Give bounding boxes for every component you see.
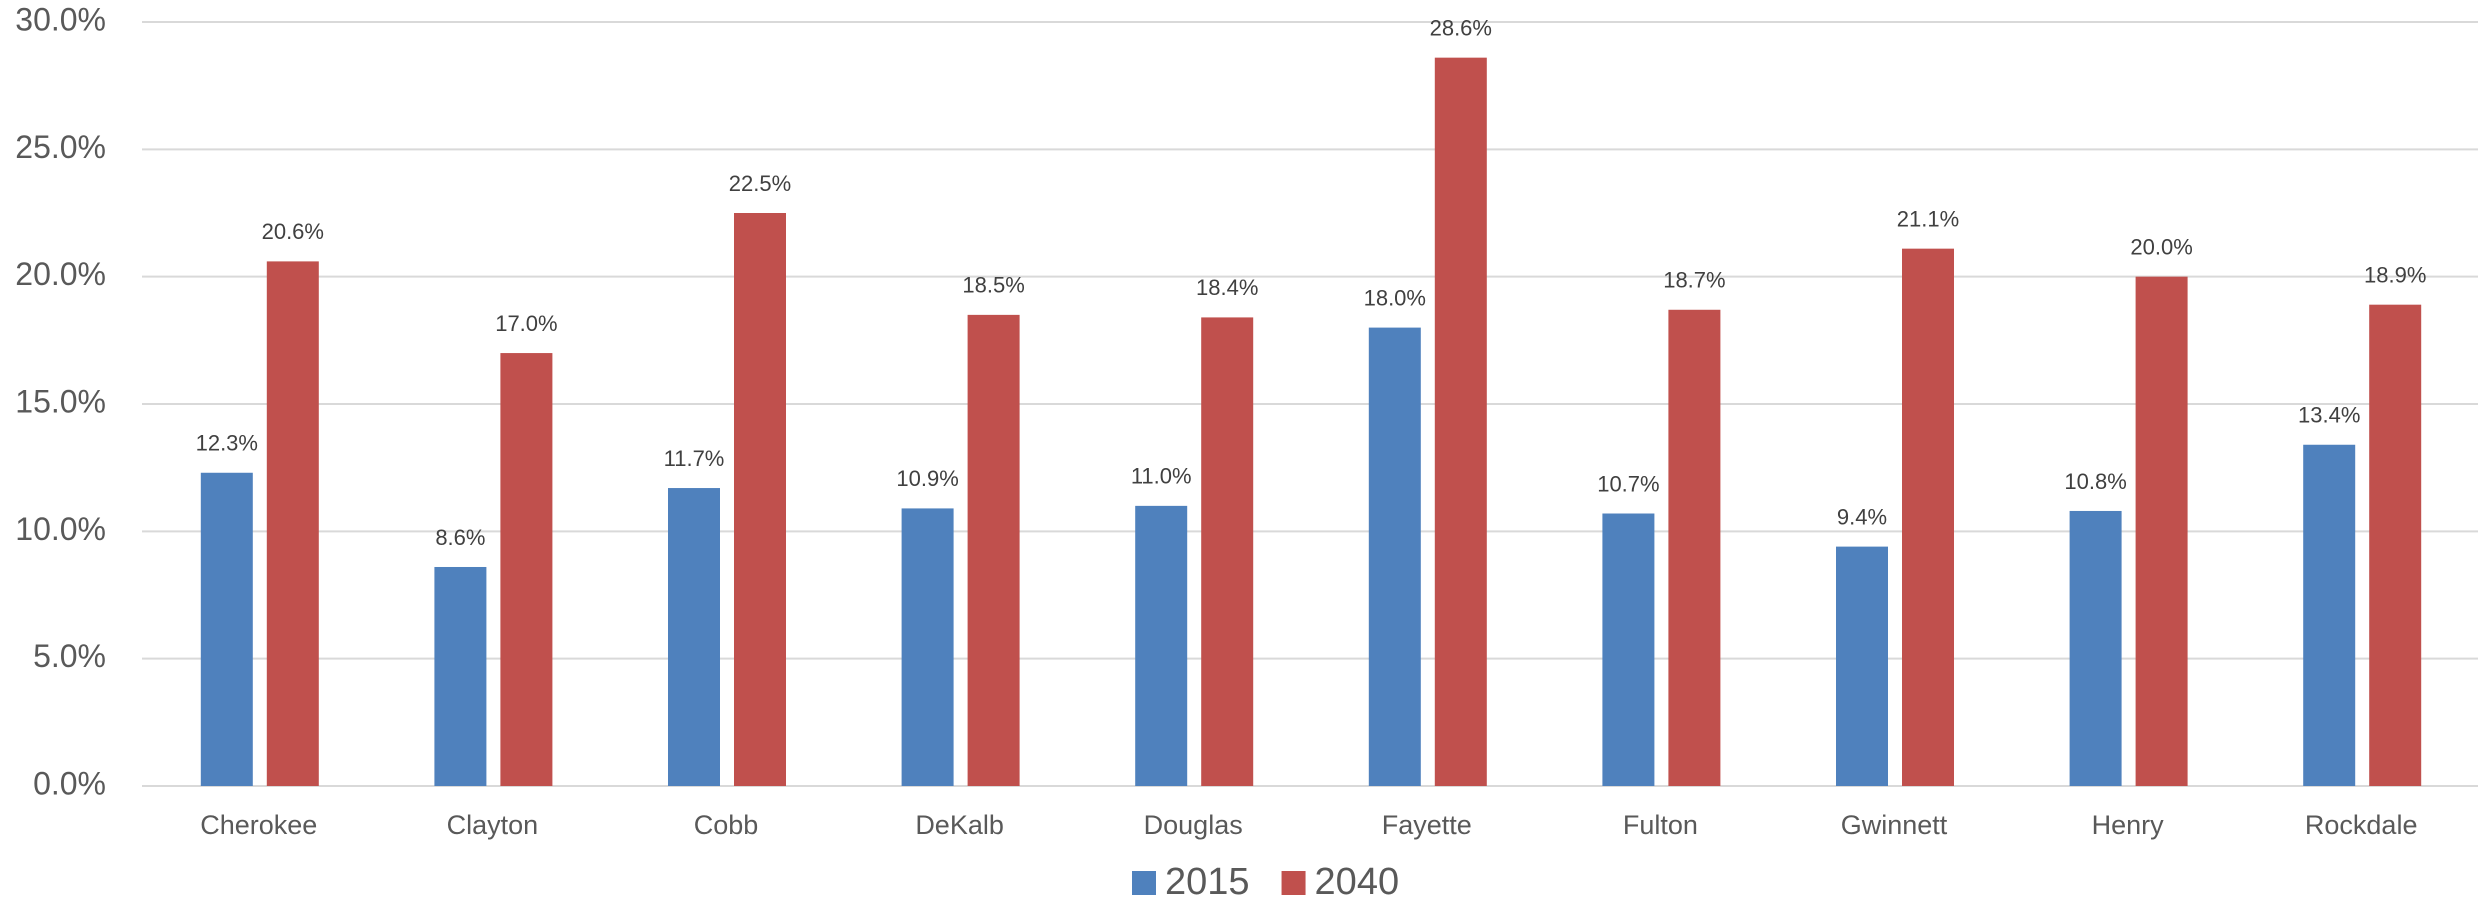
bar: [200, 472, 253, 786]
value-label: 22.5%: [729, 171, 791, 196]
value-label: 18.7%: [1663, 268, 1725, 293]
bar: [1902, 248, 1954, 787]
bar: [1434, 57, 1487, 787]
value-label: 20.6%: [262, 219, 324, 244]
bar: [1836, 546, 1888, 786]
bar: [2369, 304, 2422, 786]
x-tick-label: Douglas: [1144, 810, 1243, 840]
bar: [1668, 309, 1721, 786]
value-label: 13.4%: [2298, 403, 2360, 428]
x-tick-label: Rockdale: [2305, 810, 2418, 840]
value-label: 18.4%: [1196, 275, 1258, 300]
value-label: 11.7%: [664, 446, 725, 471]
value-label: 17.0%: [495, 311, 557, 336]
y-tick-label: 0.0%: [33, 765, 106, 801]
x-tick-label: Henry: [2092, 810, 2165, 840]
x-tick-label: Gwinnett: [1841, 810, 1948, 840]
bar: [500, 353, 553, 786]
bar: [1135, 505, 1188, 786]
y-tick-label: 30.0%: [15, 1, 106, 37]
bar: [266, 261, 319, 786]
bar: [1368, 327, 1421, 786]
bar: [2069, 510, 2122, 786]
value-label: 10.9%: [896, 466, 958, 491]
x-tick-label: DeKalb: [915, 810, 1004, 840]
value-label: 21.1%: [1897, 206, 1959, 231]
bar: [2135, 276, 2188, 786]
y-tick-label: 10.0%: [15, 511, 106, 547]
value-label: 18.9%: [2364, 262, 2426, 287]
legend-label: 2040: [1315, 861, 1400, 900]
bar: [967, 314, 1020, 786]
value-label: 9.4%: [1837, 504, 1887, 529]
value-label: 11.0%: [1131, 464, 1192, 489]
legend-swatch: [1281, 871, 1306, 895]
y-tick-label: 20.0%: [15, 256, 106, 292]
bar: [434, 566, 487, 786]
value-label: 18.0%: [1364, 285, 1426, 310]
bar: [1201, 317, 1254, 786]
y-tick-label: 5.0%: [33, 638, 106, 674]
bar: [668, 488, 720, 786]
value-label: 28.6%: [1430, 15, 1492, 40]
bar: [901, 508, 954, 786]
value-label: 8.6%: [435, 525, 485, 550]
x-tick-label: Cherokee: [200, 810, 317, 840]
x-tick-label: Cobb: [694, 810, 759, 840]
x-tick-label: Clayton: [447, 810, 539, 840]
value-label: 12.3%: [196, 431, 258, 456]
bar: [1602, 513, 1655, 786]
value-label: 10.8%: [2064, 469, 2126, 494]
x-tick-label: Fayette: [1382, 810, 1472, 840]
legend-swatch: [1132, 871, 1156, 895]
value-label: 18.5%: [962, 273, 1024, 298]
bar: [2303, 444, 2356, 786]
x-tick-label: Fulton: [1623, 810, 1698, 840]
value-label: 10.7%: [1597, 471, 1659, 496]
legend-label: 2015: [1165, 861, 1250, 900]
value-label: 20.0%: [2130, 234, 2192, 259]
y-tick-label: 25.0%: [15, 129, 106, 165]
y-tick-label: 15.0%: [15, 383, 106, 419]
bar: [734, 213, 786, 786]
